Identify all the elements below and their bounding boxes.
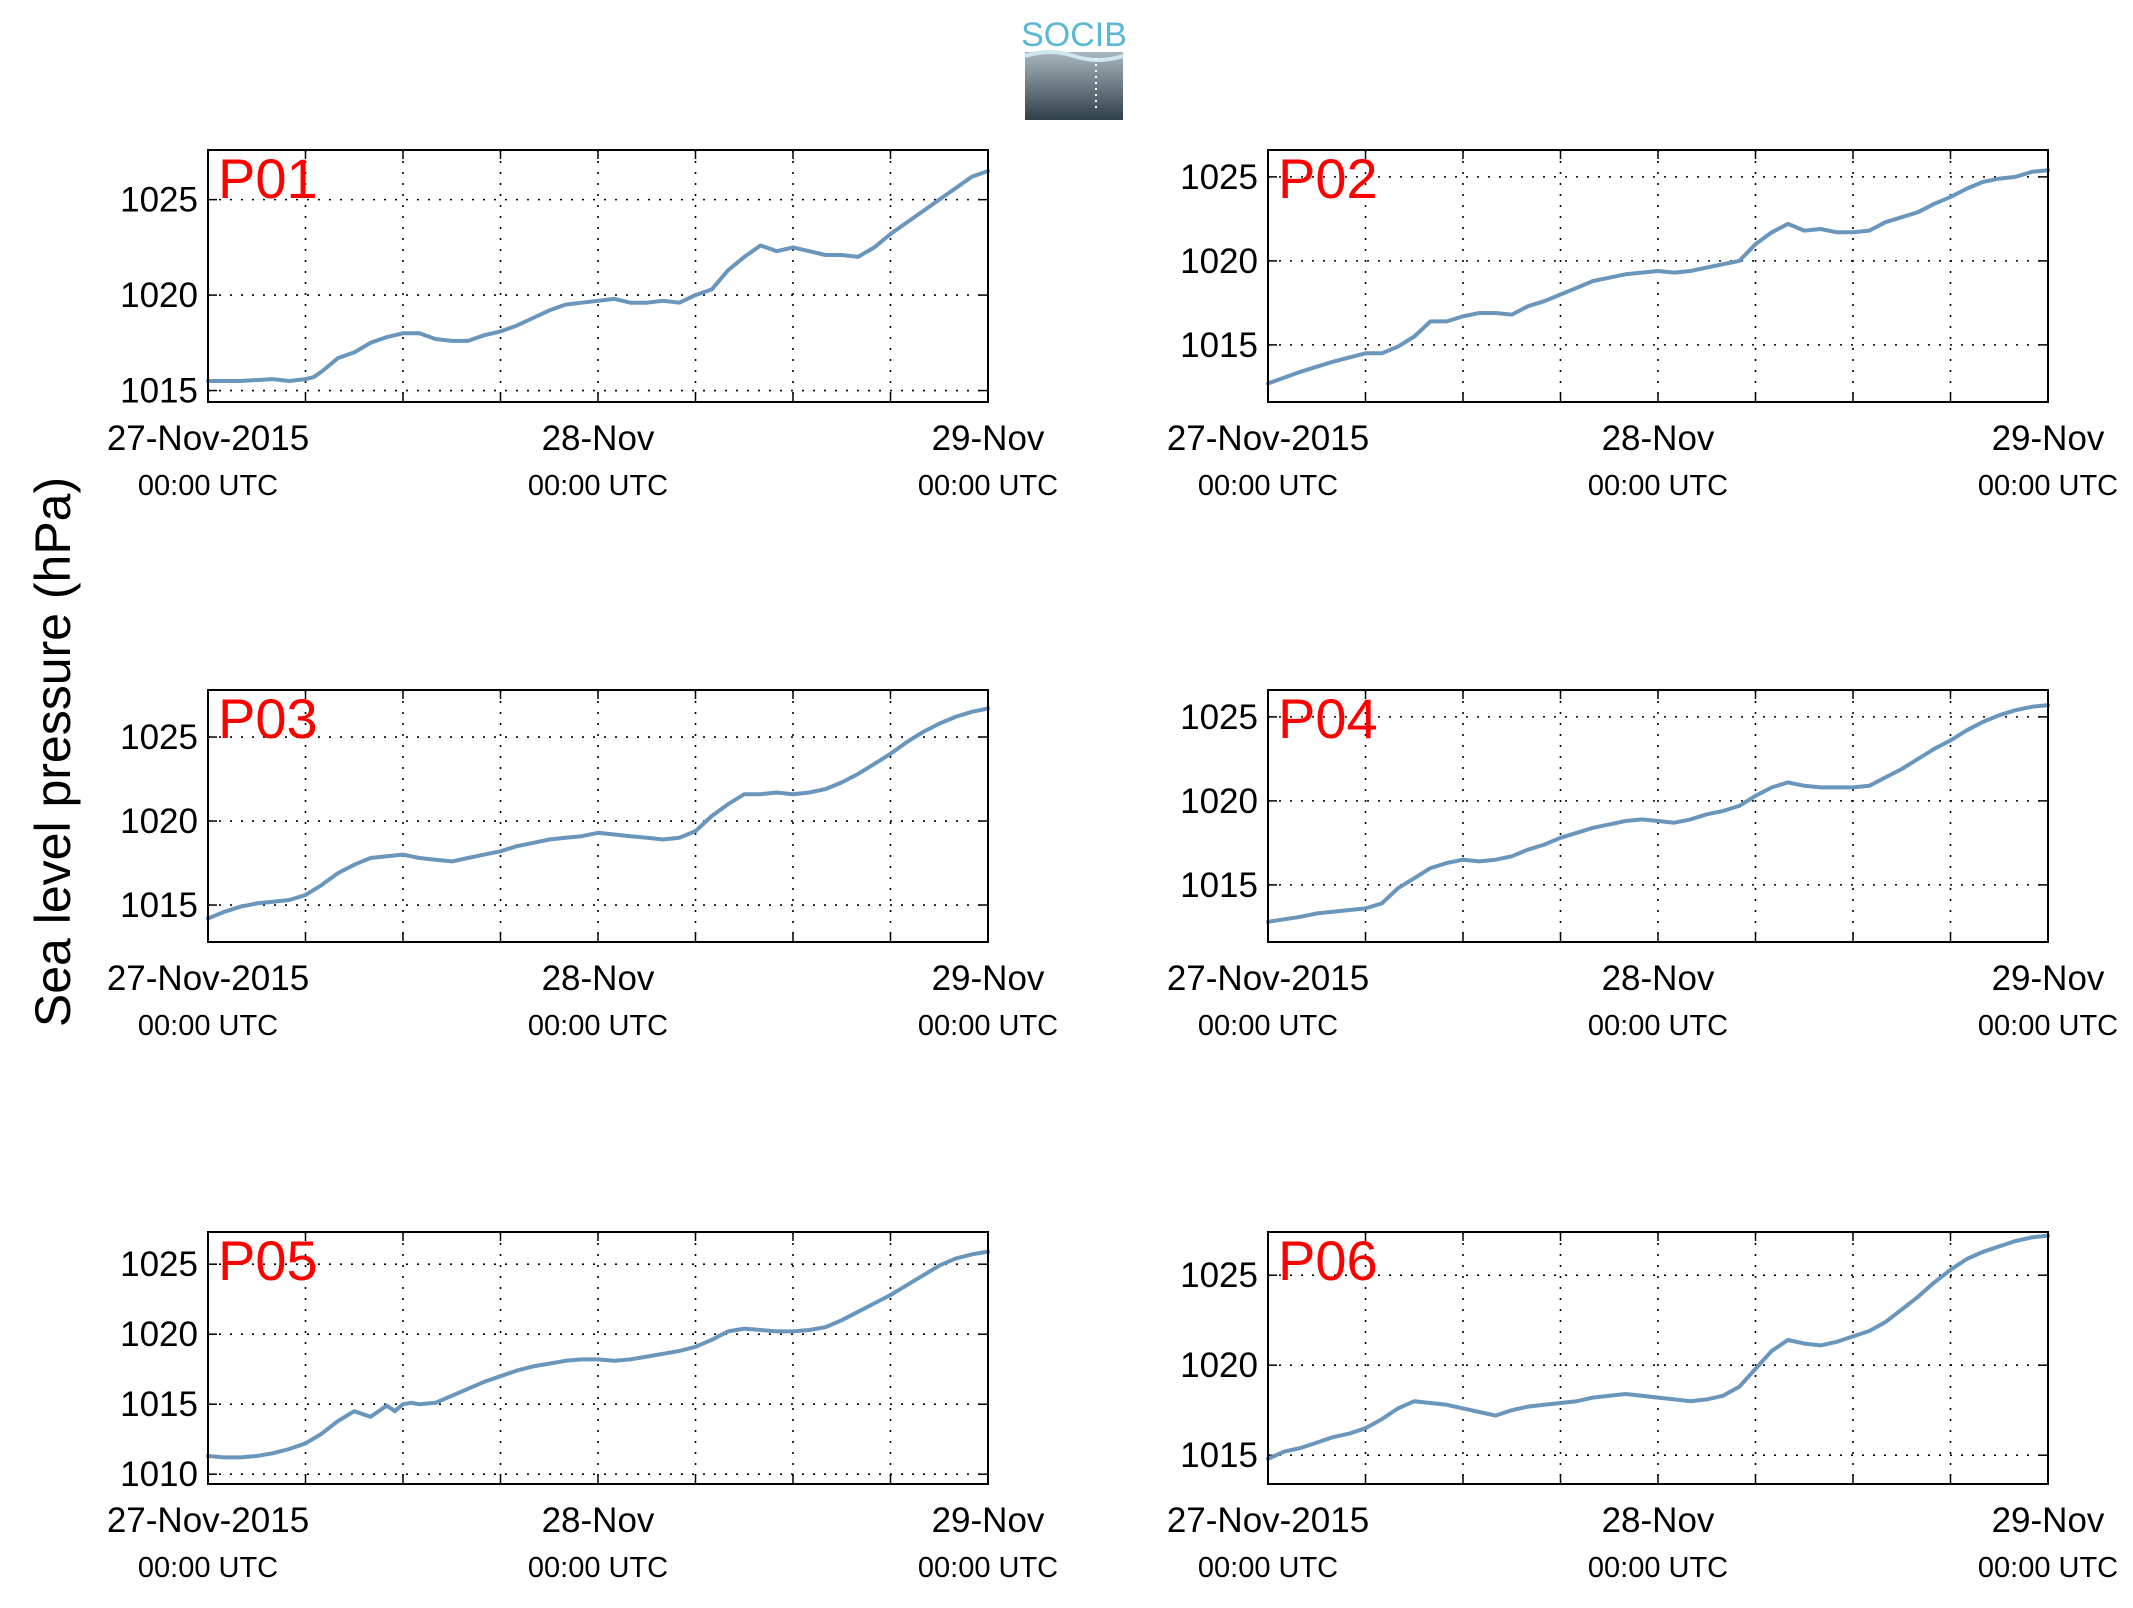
panel-label-p1: P01: [218, 147, 318, 210]
x-tick-time-label: 00:00 UTC: [528, 470, 668, 502]
x-tick-date-label: 29-Nov: [1992, 419, 2105, 458]
panel-p6: 1015 1020 1025 27-Nov-2015 00:00 UTC 28-Nov 00…: [1167, 1229, 2118, 1584]
y-tick-label: 1025: [1180, 1256, 1258, 1295]
panel-p3: 1015 1020 1025 27-Nov-2015 00:00 UTC 28-Nov 00…: [107, 687, 1058, 1042]
logo-wave: [1024, 50, 1124, 62]
y-tick-label: 1025: [1180, 158, 1258, 197]
panel-label-p5: P05: [218, 1229, 318, 1292]
y-tick-label: 1020: [120, 276, 198, 315]
panel-p1: 1015 1020 1025 27-Nov-2015 00:00 UTC 28-Nov 00…: [107, 147, 1058, 502]
x-tick-date-label: 27-Nov-2015: [107, 419, 309, 458]
axes-box: [207, 689, 989, 943]
x-tick-date-label: 27-Nov-2015: [1167, 419, 1369, 458]
x-tick-date-label: 28-Nov: [542, 419, 655, 458]
x-tick-date-label: 29-Nov: [1992, 1501, 2105, 1540]
x-tick-date-label: 28-Nov: [542, 1501, 655, 1540]
series-line-p6: [1266, 1233, 2050, 1461]
x-tick-time-label: 00:00 UTC: [1198, 1552, 1338, 1584]
axes-box: [207, 1231, 989, 1485]
panel-label-p2: P02: [1278, 147, 1378, 210]
x-tick-date-label: 29-Nov: [932, 1501, 1045, 1540]
x-tick-time-label: 00:00 UTC: [918, 1010, 1058, 1042]
x-tick-time-label: 00:00 UTC: [918, 470, 1058, 502]
x-tick-time-label: 00:00 UTC: [1978, 1010, 2118, 1042]
x-tick-time-label: 00:00 UTC: [1588, 1010, 1728, 1042]
axes-box: [207, 149, 989, 403]
x-tick-time-label: 00:00 UTC: [1198, 470, 1338, 502]
y-tick-label: 1015: [120, 1385, 198, 1424]
y-axis-label: Sea level pressure (hPa): [25, 477, 81, 1027]
y-tick-label: 1020: [1180, 782, 1258, 821]
panel-label-p6: P06: [1278, 1229, 1378, 1292]
axes-box: [1267, 689, 2049, 943]
x-tick-date-label: 27-Nov-2015: [107, 1501, 309, 1540]
y-tick-label: 1025: [120, 1245, 198, 1284]
axes-box: [1267, 149, 2049, 403]
series-line-p2: [1266, 168, 2050, 386]
axes-box: [1267, 1231, 2049, 1485]
y-tick-label: 1025: [1180, 698, 1258, 737]
x-tick-date-label: 28-Nov: [542, 959, 655, 998]
x-tick-date-label: 29-Nov: [1992, 959, 2105, 998]
x-tick-time-label: 00:00 UTC: [1588, 1552, 1728, 1584]
panel-p5: 1010 1015 1020 1025 27-Nov-2015 00:00 UTC 28-N…: [107, 1229, 1058, 1584]
x-tick-time-label: 00:00 UTC: [1978, 1552, 2118, 1584]
y-tick-label: 1020: [1180, 242, 1258, 281]
logo-text: SOCIB: [1021, 16, 1127, 54]
y-tick-label: 1015: [120, 886, 198, 925]
y-tick-label: 1015: [1180, 866, 1258, 905]
x-tick-time-label: 00:00 UTC: [1588, 470, 1728, 502]
logo-mark: [1025, 52, 1123, 120]
panel-p2: 1015 1020 1025 27-Nov-2015 00:00 UTC 28-Nov 00…: [1167, 147, 2118, 502]
series-line-p3: [206, 706, 990, 921]
series-line-p1: [206, 169, 990, 383]
x-tick-date-label: 27-Nov-2015: [107, 959, 309, 998]
y-tick-label: 1010: [120, 1455, 198, 1494]
panel-label-p3: P03: [218, 687, 318, 750]
panel-p4: 1015 1020 1025 27-Nov-2015 00:00 UTC 28-Nov 00…: [1167, 687, 2118, 1042]
y-tick-label: 1025: [120, 718, 198, 757]
x-tick-date-label: 28-Nov: [1602, 1501, 1715, 1540]
x-tick-date-label: 28-Nov: [1602, 959, 1715, 998]
x-tick-time-label: 00:00 UTC: [138, 1552, 278, 1584]
y-tick-label: 1015: [1180, 1436, 1258, 1475]
x-tick-date-label: 27-Nov-2015: [1167, 1501, 1369, 1540]
series-line-p5: [206, 1249, 990, 1460]
y-tick-label: 1015: [120, 372, 198, 411]
y-tick-label: 1020: [120, 802, 198, 841]
x-tick-time-label: 00:00 UTC: [1978, 470, 2118, 502]
y-tick-label: 1020: [120, 1315, 198, 1354]
panel-label-p4: P04: [1278, 687, 1378, 750]
x-tick-date-label: 29-Nov: [932, 959, 1045, 998]
y-tick-label: 1015: [1180, 326, 1258, 365]
x-tick-date-label: 27-Nov-2015: [1167, 959, 1369, 998]
x-tick-time-label: 00:00 UTC: [528, 1010, 668, 1042]
x-tick-time-label: 00:00 UTC: [138, 1010, 278, 1042]
x-tick-time-label: 00:00 UTC: [1198, 1010, 1338, 1042]
socib-logo: SOCIB: [1021, 16, 1127, 120]
y-tick-label: 1020: [1180, 1346, 1258, 1385]
series-line-p4: [1266, 703, 2050, 924]
x-tick-date-label: 29-Nov: [932, 419, 1045, 458]
y-tick-label: 1025: [120, 181, 198, 220]
x-tick-time-label: 00:00 UTC: [528, 1552, 668, 1584]
x-tick-date-label: 28-Nov: [1602, 419, 1715, 458]
x-tick-time-label: 00:00 UTC: [918, 1552, 1058, 1584]
x-tick-time-label: 00:00 UTC: [138, 470, 278, 502]
panels-container: 1015 1020 1025 27-Nov-2015 00:00 UTC 28-Nov 00…: [107, 147, 2118, 1584]
